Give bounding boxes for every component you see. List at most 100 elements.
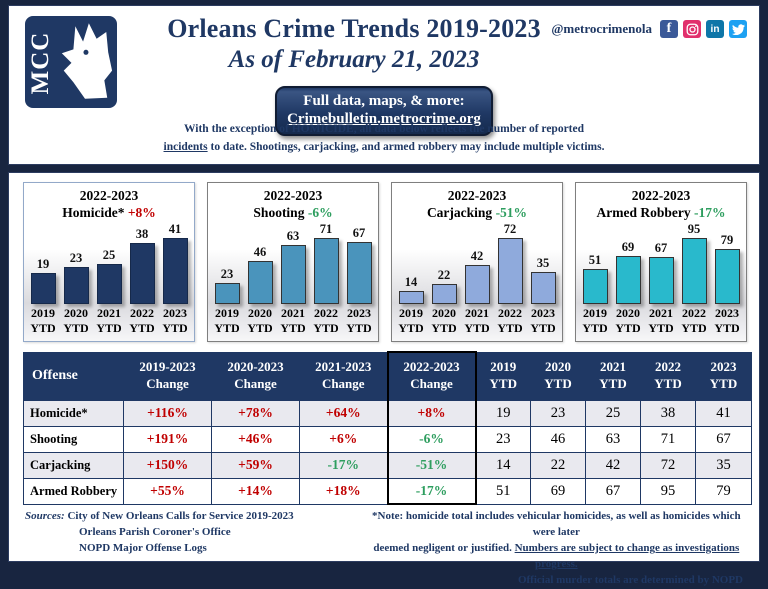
bar-column: 38 (127, 227, 157, 304)
change-cell: +6% (299, 425, 388, 453)
chart-carjacking: 2022-2023 Carjacking -51% 14 22 42 72 35 2019 Y… (391, 182, 563, 342)
bar (63, 267, 89, 304)
chart-bars-area: 51 69 67 95 79 (576, 222, 746, 304)
bar-column: 23 (61, 251, 91, 304)
crime-bulletin-url[interactable]: Crimebulletin.metrocrime.org (287, 111, 481, 127)
bar-column: 79 (712, 233, 742, 304)
bar (129, 243, 155, 304)
count-cell: 23 (530, 399, 586, 427)
count-cell: 69 (530, 477, 586, 505)
chart-armed-robbery: 2022-2023 Armed Robbery -17% 51 69 67 95 79 201… (575, 182, 747, 342)
column-header: 2019 YTD (475, 351, 531, 401)
count-cell: 95 (640, 477, 696, 505)
count-cell: 38 (640, 399, 696, 427)
change-cell: +64% (299, 399, 388, 427)
chart-offense-label: Homicide* (62, 204, 128, 220)
bar-value-label: 38 (135, 227, 149, 241)
crime-bulletin-link-button[interactable]: Full data, maps, & more: Crimebulletin.m… (275, 86, 493, 136)
change-cell: +14% (211, 477, 300, 505)
chart-bars-area: 14 22 42 72 35 (392, 222, 562, 304)
bar-value-label: 23 (69, 251, 83, 265)
bar-value-label: 69 (621, 240, 635, 254)
bar-column: 19 (28, 257, 58, 304)
column-header: 2020-2023 Change (211, 351, 300, 401)
title-block: Orleans Crime Trends 2019-2023 As of Feb… (129, 14, 579, 74)
bar (615, 256, 641, 304)
twitter-icon[interactable] (729, 20, 747, 38)
main-panel: 2022-2023 Homicide* +8% 19 23 25 38 41 2019 YTD… (8, 172, 760, 586)
chart-x-axis: 2019 YTD 2020 YTD 2021 YTD 2022 YTD 2023 YTD (392, 304, 562, 341)
x-tick-label: 2019 YTD (214, 306, 240, 335)
count-cell: 79 (695, 477, 752, 505)
offense-cell: Armed Robbery (23, 477, 124, 505)
x-tick-label: 2022 YTD (497, 306, 523, 335)
bar (313, 238, 339, 304)
bar-value-label: 67 (352, 226, 366, 240)
chart-change-percent: -17% (694, 204, 726, 220)
count-cell: 22 (530, 451, 586, 479)
count-cell: 72 (640, 451, 696, 479)
bar (30, 273, 56, 304)
bar (346, 242, 372, 304)
column-header: 2023 YTD (695, 351, 752, 401)
table-row: Armed Robbery +55% +14% +18% -17% 51 69 67 95 79 (23, 477, 752, 505)
x-tick-label: 2020 YTD (247, 306, 273, 335)
bar-value-label: 41 (168, 222, 182, 236)
bar-column: 23 (212, 267, 242, 304)
x-tick-label: 2020 YTD (615, 306, 641, 335)
bar-value-label: 35 (536, 256, 550, 270)
source-item: NOPD Major Offense Logs (79, 541, 207, 554)
footnote-block: *Note: homicide total includes vehicular… (370, 509, 743, 589)
sources-label: Sources: (25, 510, 65, 522)
linkedin-icon[interactable]: in (706, 20, 724, 38)
source-item: City of New Orleans Calls for Service 20… (67, 510, 294, 522)
change-cell: +150% (123, 451, 212, 479)
chart-change-percent: -6% (307, 204, 333, 220)
crime-stats-table: Offense 2019-2023 Change 2020-2023 Change 2… (23, 351, 752, 505)
bar-value-label: 71 (319, 222, 333, 236)
instagram-icon[interactable] (683, 20, 701, 38)
infographic-canvas: { "colors": { "navy": "#1f3864", "red": … (8, 5, 760, 586)
footnote-line: Official murder totals are determined by… (517, 573, 743, 586)
count-cell: 67 (585, 477, 641, 505)
bar (681, 238, 707, 304)
bar-column: 51 (580, 253, 610, 304)
facebook-icon[interactable]: f (660, 20, 678, 38)
change-cell: +55% (123, 477, 212, 505)
bar (582, 269, 608, 304)
sources-block: Sources: City of New Orleans Calls for S… (25, 509, 355, 589)
bar-value-label: 19 (36, 257, 50, 271)
table-row: Carjacking +150% +59% -17% -51% 14 22 42 72 35 (23, 451, 752, 479)
count-cell: 51 (475, 477, 531, 505)
page-subtitle: As of February 21, 2023 (228, 46, 480, 73)
header-panel: MCC Orleans Crime Trends 2019-2023 As of… (8, 5, 760, 165)
column-header: 2022-2023 Change (386, 351, 477, 401)
x-tick-label: 2020 YTD (431, 306, 457, 335)
bar-value-label: 23 (220, 267, 234, 281)
bar-value-label: 42 (470, 249, 484, 263)
count-cell: 67 (695, 425, 752, 453)
bar-value-label: 51 (588, 253, 602, 267)
bar-value-label: 25 (102, 248, 116, 262)
bar-column: 67 (646, 241, 676, 304)
footnote-line: *Note: homicide total includes vehicular… (372, 510, 741, 538)
bar-value-label: 63 (286, 229, 300, 243)
change-cell: +46% (211, 425, 300, 453)
x-tick-label: 2020 YTD (63, 306, 89, 335)
change-cell: -51% (386, 451, 477, 479)
change-cell: +78% (211, 399, 300, 427)
change-cell: -6% (386, 425, 477, 453)
table-header-row: Offense 2019-2023 Change 2020-2023 Change 2… (23, 351, 752, 401)
chart-shooting: 2022-2023 Shooting -6% 23 46 63 71 67 2019 YTD 2… (207, 182, 379, 342)
column-header: 2021 YTD (585, 351, 641, 401)
bar (648, 257, 674, 304)
count-cell: 19 (475, 399, 531, 427)
bar-column: 69 (613, 240, 643, 304)
chart-offense-label: Armed Robbery (596, 204, 694, 220)
table-row: Homicide* +116% +78% +64% +8% 19 23 25 38 41 (23, 399, 752, 427)
bar-column: 95 (679, 222, 709, 304)
change-cell: +59% (211, 451, 300, 479)
x-tick-label: 2022 YTD (129, 306, 155, 335)
bar (714, 249, 740, 304)
chart-title: 2022-2023 Homicide* +8% (62, 188, 156, 220)
